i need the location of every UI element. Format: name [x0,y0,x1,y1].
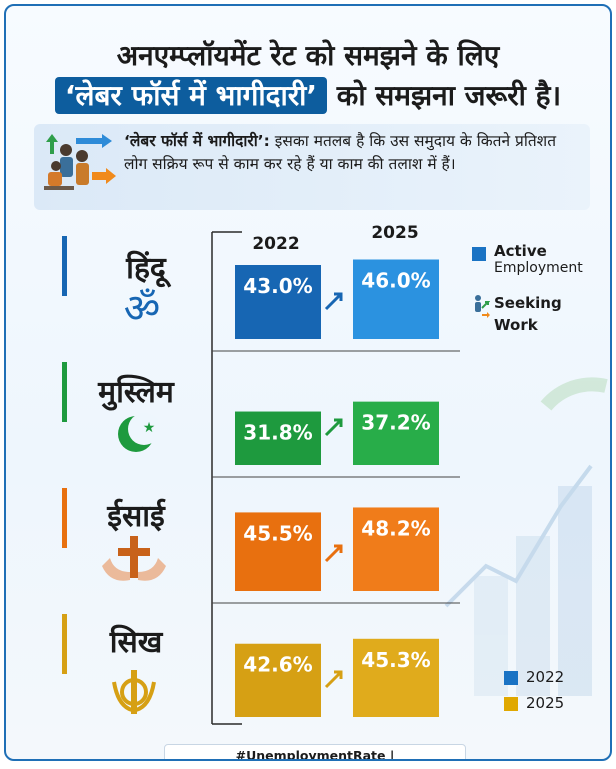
bar-christian-2022 [235,512,321,591]
definition-body: इसका मतलब है कि उस समुदाय के कितने प्रति… [124,132,557,173]
bar-sikh-2025 [353,638,439,717]
bar-hindu-2025 [353,259,439,339]
accent-bar-sikh [62,614,67,674]
bars-group: 43.0% 46.0% 31.8% 37.2% 45.5% 48.2% 42.6% 45.3% [235,259,439,717]
value-label-christian-2022: 45.5% [243,521,312,545]
bar-hindu-2022 [235,265,321,339]
legend-seeking-line1: Seeking [494,294,562,312]
legend-active-swatch [472,247,486,261]
legend-swatch-2022 [504,671,518,685]
job-seeker-icon [475,295,490,318]
khanda-icon [112,670,156,714]
definition-term: ‘लेबर फॉर्स में भागीदारी’: [124,132,270,150]
legend-seeking-line2: Work [494,316,538,334]
value-label-muslim-2025: 37.2% [361,411,430,435]
bar-muslim-2022 [235,411,321,465]
legend-label-2025: 2025 [526,694,565,712]
value-label-muslim-2022: 31.8% [243,421,312,445]
increase-arrow-hindu [324,292,343,311]
bar-muslim-2025 [353,401,439,465]
value-label-christian-2025: 48.2% [361,516,430,540]
value-label-sikh-2022: 42.6% [243,653,312,677]
category-label-sikh: सिख [109,624,164,660]
legend-active-line2: Employment [494,260,583,276]
svg-text:★: ★ [143,420,156,436]
category-label-christian: ईसाई [106,498,166,534]
accent-bar-hindu [62,236,67,296]
title-line-1: अनएम्प्लॉयमेंट रेट को समझने के लिए [116,39,500,72]
background-growth-graphic [444,377,608,696]
title-line-2: ‘लेबर फॉर्स में भागीदारी’ को समझना जरूरी… [6,76,610,114]
year-header-2022: 2022 [252,234,299,254]
value-label-hindu-2025: 46.0% [361,269,430,293]
om-icon: ॐ [124,286,160,332]
legend-seeking-work: Seeking Work [472,292,592,342]
legend-swatch-2025 [504,697,518,711]
infographic-frame: अनएम्प्लॉयमेंट रेट को समझने के लिए ‘लेबर… [4,4,612,761]
increase-arrow-christian [324,544,343,563]
workers-icon [44,134,116,190]
category-label-hindu: हिंदू [125,250,172,288]
category-label-muslim: मुस्लिम [97,374,175,411]
definition-text: ‘लेबर फॉर्स में भागीदारी’: इसका मतलब है … [124,130,584,176]
cross-hands-icon [102,536,166,581]
title-rest: को समझना जरूरी है। [327,79,562,112]
accent-bar-christian [62,488,67,548]
definition-box: ‘लेबर फॉर्स में भागीदारी’: इसका मतलब है … [34,124,590,210]
increase-arrow-sikh [324,670,343,689]
year-header-2025: 2025 [371,223,418,243]
legend-active-line1: Active [494,242,547,260]
title-highlight: ‘लेबर फॉर्स में भागीदारी’ [54,77,328,114]
bar-sikh-2022 [235,643,321,717]
accent-bar-muslim [62,362,67,422]
bar-christian-2025 [353,507,439,591]
value-label-sikh-2025: 45.3% [361,648,430,672]
value-label-hindu-2022: 43.0% [243,274,312,298]
legend-label-2022: 2022 [526,668,565,686]
hashtag-footer: #UnemploymentRate | #LaborForceParticipa… [164,744,466,759]
bar-chart: हिंदू मुस्लिम ईसाई सिख ॐ ★ [62,223,608,725]
increase-arrow-muslim [324,418,343,437]
crescent-star-icon: ★ [118,413,160,452]
